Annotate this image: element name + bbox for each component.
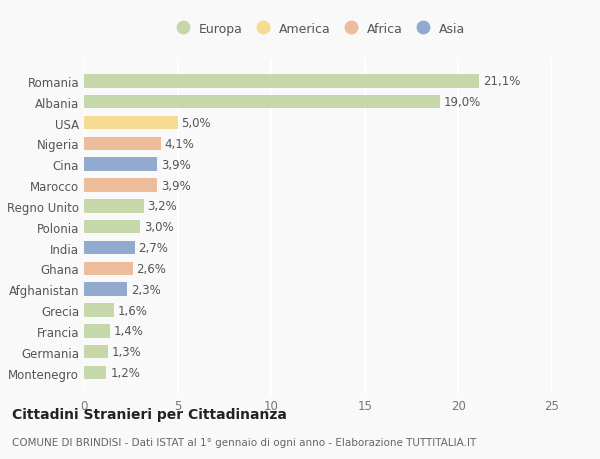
- Text: 1,2%: 1,2%: [110, 366, 140, 379]
- Text: 3,9%: 3,9%: [161, 158, 191, 171]
- Text: 2,6%: 2,6%: [136, 262, 166, 275]
- Text: Cittadini Stranieri per Cittadinanza: Cittadini Stranieri per Cittadinanza: [12, 407, 287, 421]
- Bar: [84, 262, 133, 275]
- Text: 3,2%: 3,2%: [148, 200, 178, 213]
- Bar: [84, 283, 127, 297]
- Bar: [84, 303, 114, 317]
- Text: 3,0%: 3,0%: [144, 221, 173, 234]
- Text: 4,1%: 4,1%: [164, 138, 194, 151]
- Bar: [84, 117, 178, 130]
- Bar: [84, 179, 157, 192]
- Text: 1,6%: 1,6%: [118, 304, 148, 317]
- Text: 1,3%: 1,3%: [112, 346, 142, 358]
- Bar: [84, 200, 144, 213]
- Text: 1,4%: 1,4%: [114, 325, 144, 338]
- Text: 3,9%: 3,9%: [161, 179, 191, 192]
- Text: 21,1%: 21,1%: [483, 75, 520, 88]
- Bar: [84, 325, 110, 338]
- Text: 19,0%: 19,0%: [443, 96, 481, 109]
- Text: 2,7%: 2,7%: [138, 241, 168, 254]
- Text: 5,0%: 5,0%: [181, 117, 211, 130]
- Text: 2,3%: 2,3%: [131, 283, 161, 296]
- Text: COMUNE DI BRINDISI - Dati ISTAT al 1° gennaio di ogni anno - Elaborazione TUTTIT: COMUNE DI BRINDISI - Dati ISTAT al 1° ge…: [12, 437, 476, 447]
- Bar: [84, 345, 109, 359]
- Bar: [84, 366, 106, 380]
- Legend: Europa, America, Africa, Asia: Europa, America, Africa, Asia: [167, 19, 469, 39]
- Bar: [84, 220, 140, 234]
- Bar: [84, 75, 479, 89]
- Bar: [84, 137, 161, 151]
- Bar: [84, 241, 134, 255]
- Bar: [84, 95, 440, 109]
- Bar: [84, 158, 157, 172]
